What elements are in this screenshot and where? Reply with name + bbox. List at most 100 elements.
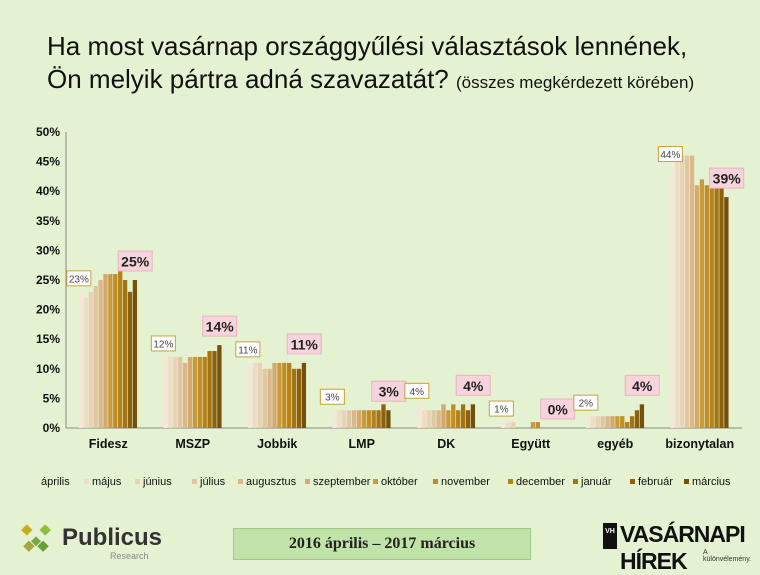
bar: [202, 356, 207, 428]
bar: [456, 410, 461, 428]
bar: [431, 410, 436, 428]
y-tick-label: 0%: [43, 421, 61, 435]
x-tick-label: Együtt: [511, 437, 551, 451]
bar: [291, 368, 297, 428]
callout-first-label: 44%: [660, 150, 680, 161]
callout-first-label: 23%: [69, 274, 89, 285]
bar: [356, 410, 362, 428]
bar: [595, 416, 600, 428]
bar: [511, 422, 516, 428]
callout-first-box: [150, 335, 176, 352]
bar: [719, 173, 724, 428]
callout-last-box: [117, 250, 153, 272]
bar: [247, 362, 253, 428]
bar: [501, 422, 506, 428]
callout-last-label: 39%: [713, 171, 742, 187]
bar: [337, 410, 342, 428]
legend-label: július: [199, 476, 226, 488]
x-tick-label: DK: [437, 437, 455, 451]
bar: [282, 362, 287, 428]
callout-first-box: [235, 341, 261, 358]
bar: [197, 356, 202, 428]
vasarnapi-hirek-slogan: A különvélemény.: [703, 549, 752, 563]
callout-first-box: [404, 382, 430, 399]
bar: [590, 416, 596, 428]
bar: [113, 274, 118, 428]
bar: [272, 362, 277, 428]
bar: [436, 410, 441, 428]
bar: [163, 356, 168, 428]
bar: [277, 362, 282, 428]
bar: [366, 410, 371, 428]
callout-first-label: 1%: [494, 405, 509, 416]
x-tick-label: Jobbik: [257, 437, 297, 451]
bar: [351, 410, 357, 428]
bar: [88, 291, 93, 428]
bar: [506, 422, 511, 428]
bar: [93, 285, 98, 428]
callout-last-label: 4%: [463, 378, 484, 394]
callout-first-label: 2%: [579, 399, 594, 410]
bar: [535, 422, 540, 428]
publicus-logo: Publicus Research: [14, 520, 162, 564]
bar: [699, 179, 705, 428]
legend-label: szeptember: [313, 476, 371, 488]
title-subtitle: (összes megkérdezett körében): [456, 73, 695, 92]
bar: [182, 362, 188, 428]
callout-last-box: [709, 167, 745, 189]
legend-swatch: [684, 479, 689, 484]
bar: [122, 280, 128, 428]
y-tick-label: 10%: [36, 362, 60, 376]
bar: [530, 422, 536, 428]
bar: [296, 368, 302, 428]
x-tick-label: bizonytalan: [665, 437, 734, 451]
bar: [416, 404, 422, 428]
bar: [187, 356, 193, 428]
bar: [108, 274, 113, 428]
bar: [118, 268, 123, 428]
bar: [639, 404, 645, 428]
y-tick-label: 15%: [36, 332, 60, 346]
legend-label: június: [142, 476, 172, 488]
bar: [446, 410, 451, 428]
callout-first-label: 4%: [410, 387, 425, 398]
title-line-1: Ha most vasárnap országgyűlési választás…: [47, 31, 688, 61]
callout-last-label: 3%: [379, 384, 400, 400]
bar: [103, 274, 108, 428]
bar: [173, 356, 178, 428]
title-line-2: Ön melyik pártra adná szavazatát? (össze…: [47, 63, 747, 99]
bar: [332, 410, 337, 428]
legend-swatch: [192, 479, 197, 484]
legend-label: október: [381, 476, 418, 488]
bar: [689, 155, 695, 428]
callout-last-box: [286, 333, 322, 355]
legend-label: május: [92, 476, 122, 488]
bar: [78, 291, 84, 428]
callout-first-label: 11%: [238, 345, 257, 356]
legend-swatch: [135, 479, 140, 484]
publicus-diamond-icon: [21, 524, 51, 552]
bar: [605, 416, 610, 428]
callout-first-box: [319, 388, 345, 405]
legend-label: augusztus: [246, 476, 297, 488]
vasarnapi-hirek-name: VASÁRNAPI HÍREK: [620, 521, 746, 574]
bar: [212, 351, 217, 428]
callout-last-label: 25%: [121, 254, 150, 270]
bar: [724, 197, 729, 428]
bar: [178, 356, 183, 428]
y-tick-label: 35%: [36, 214, 60, 228]
callout-first-box: [66, 270, 92, 287]
chart-title: Ha most vasárnap országgyűlési választás…: [47, 30, 747, 99]
bar: [465, 410, 471, 428]
callout-last-label: 0%: [548, 402, 569, 418]
callout-last-box: [202, 315, 238, 337]
bar: [709, 173, 714, 428]
bar: [287, 362, 292, 428]
title-question: Ön melyik pártra adná szavazatát?: [47, 64, 449, 94]
bar: [132, 280, 138, 428]
callout-first-box: [573, 394, 599, 411]
chart-area: 0% 5% 10% 15% 20% 25% 30% 35% 40% 45% 50% Fidesz 23%…: [33, 125, 745, 488]
bar: [262, 368, 267, 428]
y-tick-label: 20%: [36, 303, 60, 317]
bar: [704, 185, 709, 428]
